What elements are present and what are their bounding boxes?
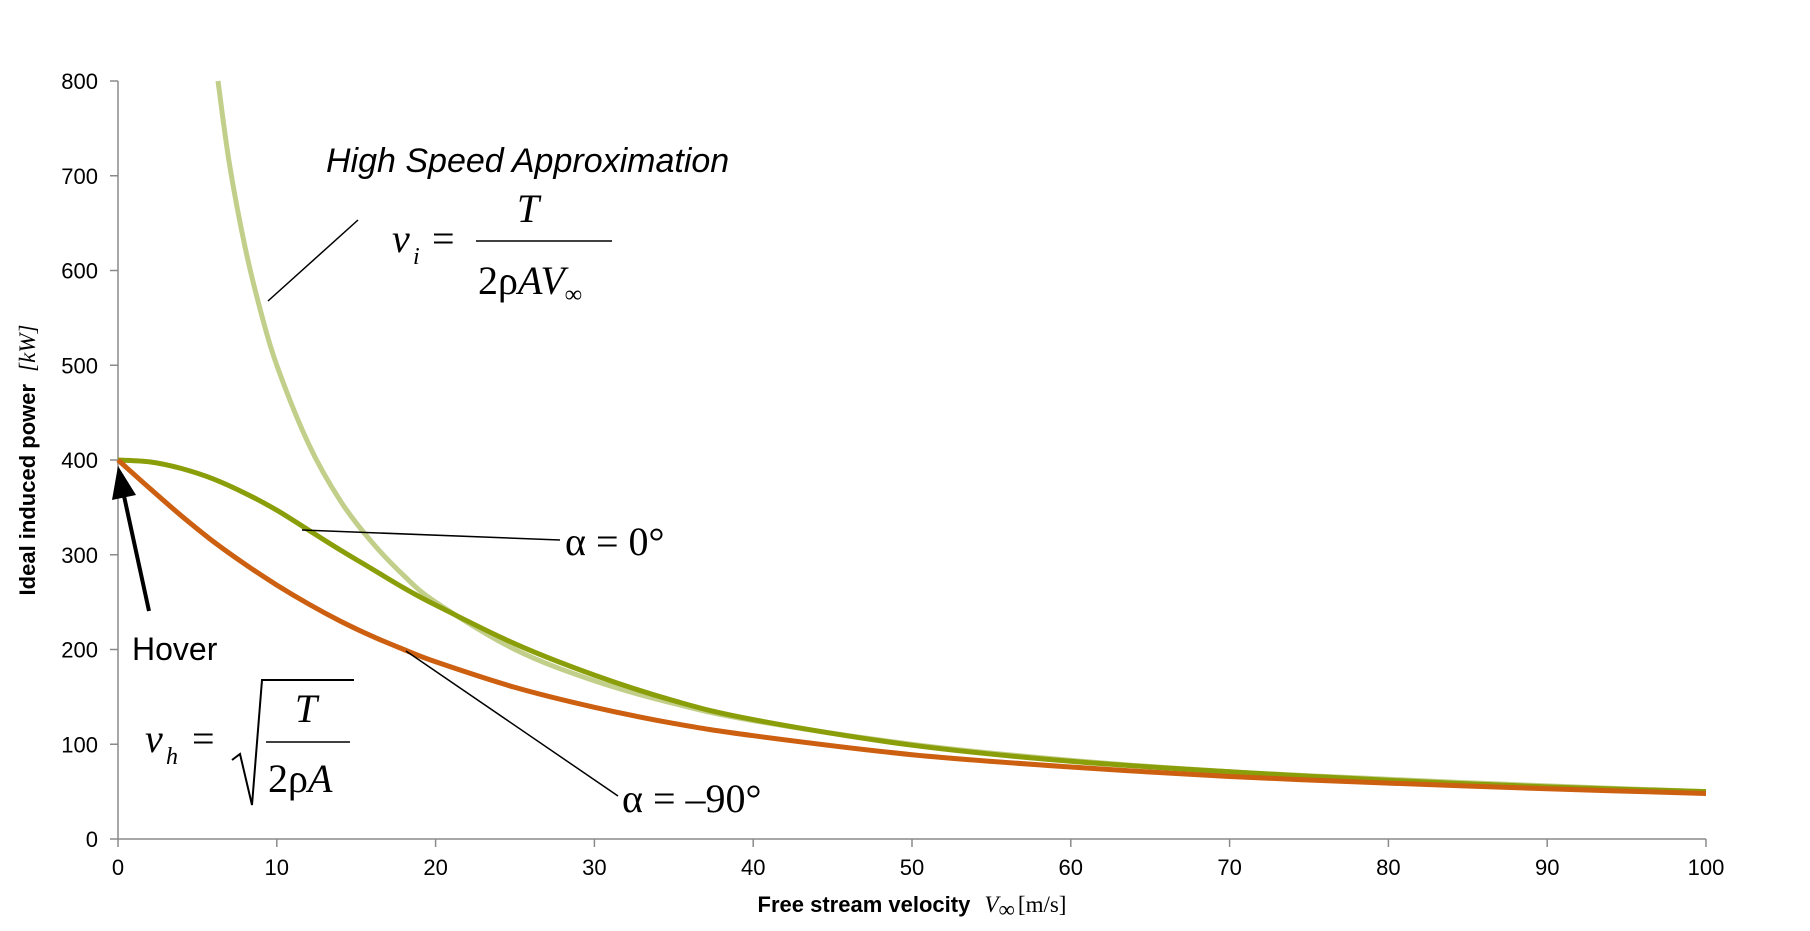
hover-arrow-shaft [122,495,151,612]
vh-formula-numerator: T [295,686,320,731]
high-speed-approximation-curve [215,80,1707,795]
x-tick-label: 40 [741,855,765,880]
x-axis-unit: [m/s] [1018,892,1067,917]
y-tick-label: 700 [61,164,98,189]
y-tick-label: 500 [61,353,98,378]
x-tick-label: 30 [582,855,606,880]
series-layer [116,80,1707,796]
x-axis-title: Free stream velocity V∞ [m/s] [758,892,1067,922]
hover-arrow-head [112,466,136,500]
y-tick-label: 200 [61,638,98,663]
vi-formula-lhs-sub: i [413,244,420,270]
y-tick-label: 300 [61,543,98,568]
y-tick-label: 600 [61,259,98,284]
x-tick-label: 50 [900,855,924,880]
alpha-neg90-curve [116,458,1707,796]
alpha-zero-label: α = 0° [565,519,665,564]
x-tick-label: 100 [1688,855,1725,880]
y-tick-label: 0 [86,827,98,852]
y-tick-label: 800 [61,69,98,94]
y-axis-title: Ideal induced power [kW] [15,325,40,596]
vh-formula-lhs: v [145,716,163,761]
vi-formula-equals: = [432,216,455,261]
x-tick-label: 90 [1535,855,1559,880]
vh-sqrt-sign [231,679,354,806]
x-tick-label: 80 [1376,855,1400,880]
y-axis-label: Ideal induced power [15,384,40,596]
tick-layer: 0 10 20 30 40 50 60 70 80 90 100 0 100 200 300 400 500 60… [61,69,1724,880]
vh-formula-lhs-sub: h [166,744,178,770]
axes [117,81,1706,840]
high-speed-approximation-label: High Speed Approximation [326,142,729,180]
vh-formula-denominator: 2ρA [268,756,333,801]
annotations: High Speed Approximation v i = T 2ρAV∞ α… [112,142,762,821]
hover-label: Hover [132,631,218,667]
y-axis-unit: [kW] [15,325,40,372]
x-tick-label: 60 [1059,855,1083,880]
x-tick-label: 0 [112,855,124,880]
vh-formula-equals: = [192,716,215,761]
alpha-neg90-label: α = –90° [622,776,762,821]
alpha-zero-leader-line [301,529,561,541]
vi-formula-lhs: v [392,216,410,261]
alpha-zero-curve [117,457,1707,795]
vi-formula-denominator: 2ρAV∞ [478,258,582,308]
x-tick-label: 70 [1217,855,1241,880]
x-axis-symbol-sub: ∞ [999,897,1015,922]
x-tick-label: 20 [423,855,447,880]
high-speed-leader-line [267,219,359,302]
y-tick-label: 400 [61,448,98,473]
x-axis-symbol: V [984,892,1001,917]
y-tick-label: 100 [61,732,98,757]
vi-formula-numerator: T [517,186,542,231]
alpha-neg90-leader-line [405,650,619,797]
x-tick-label: 10 [265,855,289,880]
x-axis-label: Free stream velocity [758,892,972,917]
